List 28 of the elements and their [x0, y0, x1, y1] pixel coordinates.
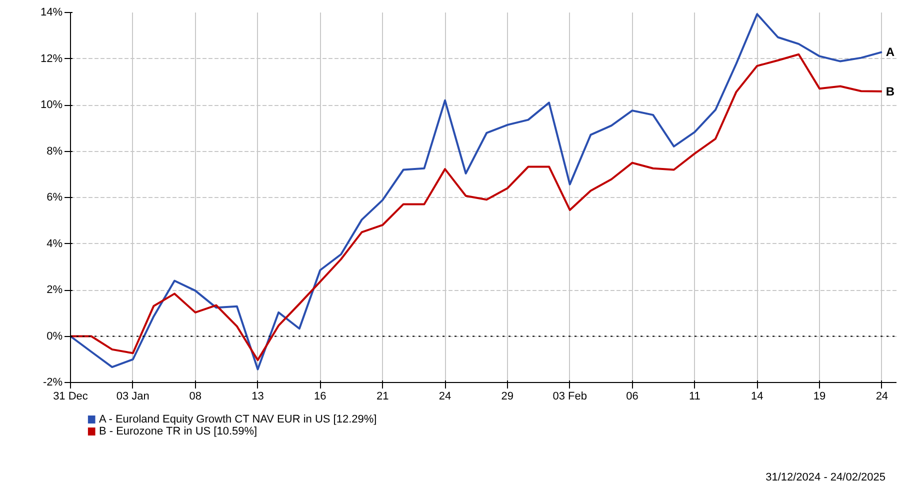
x-tick-label: 21 — [376, 390, 389, 402]
x-tick-label: 06 — [626, 390, 638, 402]
y-tick-label: 10% — [40, 99, 63, 111]
x-tick-label: 29 — [501, 390, 514, 402]
y-tick-label: 0% — [46, 330, 63, 342]
y-tick-label: 14% — [40, 6, 63, 18]
x-tick-label: 08 — [189, 390, 202, 402]
x-tick-label: 19 — [813, 390, 826, 402]
y-tick-label: 2% — [46, 284, 63, 296]
legend-label: A - Euroland Equity Growth CT NAV EUR in US [12.29%] — [98, 414, 377, 426]
annotation: A — [886, 45, 895, 60]
x-tick-label: 24 — [438, 390, 452, 402]
text: 31/12/2024 - 24/02/2025 — [766, 472, 886, 484]
x-tick-label: 03 Jan — [116, 390, 150, 402]
y-tick-label: 6% — [46, 192, 63, 204]
x-tick-label: 24 — [876, 390, 888, 402]
y-tick-label: 8% — [46, 145, 63, 158]
y-tick-label: 4% — [46, 238, 63, 250]
x-tick-label: 03 Feb — [552, 390, 587, 402]
x-tick-label: 14 — [750, 390, 764, 402]
x-tick-label: 16 — [314, 390, 326, 402]
y-tick-label: 12% — [40, 52, 63, 65]
x-tick-label: 31 Dec — [53, 390, 88, 402]
x-tick-label: 13 — [252, 390, 264, 402]
annotation: B — [886, 84, 895, 98]
y-tick-label: -2% — [42, 376, 63, 388]
legend-label: B - Eurozone TR in US [10.59%] — [98, 426, 258, 438]
x-tick-label: 11 — [688, 390, 700, 402]
